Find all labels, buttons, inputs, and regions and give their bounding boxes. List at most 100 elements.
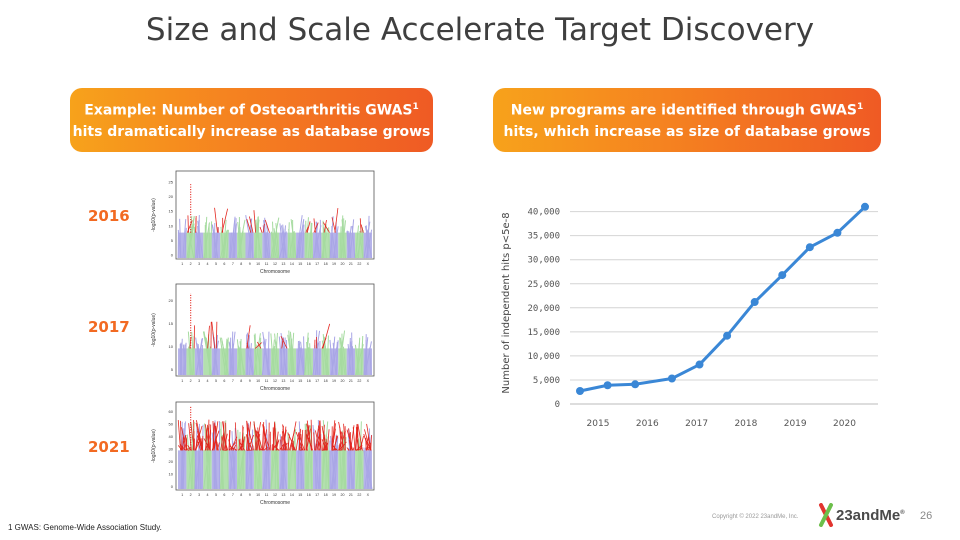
y-tick-label: 0 [171,484,174,489]
chromosome-label: 20 [340,493,344,497]
significant-snp [246,342,249,349]
snp-spike [285,339,288,376]
significant-snp [331,420,336,451]
snp-spike [304,332,309,376]
y-tick-label: 5,000 [533,376,560,386]
chromosome-label: 12 [273,262,277,266]
significant-snp [222,421,225,451]
chromosome-band [321,232,330,258]
significant-snp [232,444,237,451]
significant-snp [183,434,187,451]
snp-spike [314,345,319,376]
significant-snp [293,447,296,451]
slide-title: Size and Scale Accelerate Target Discove… [145,12,815,48]
significant-snp [275,431,279,451]
significant-snp [315,443,318,451]
x-tick-label: 2017 [685,419,708,429]
snp-spike [219,420,227,490]
significant-snp [230,436,238,451]
logo-text: 23andMe [836,506,901,524]
chromosome-label: 4 [207,262,209,266]
significant-snp [279,441,286,451]
significant-snp [313,432,315,451]
chromosome-band [346,348,356,375]
significant-snp [304,430,306,451]
snp-spike [307,345,313,376]
y-tick-label: 20 [169,298,174,303]
snp-spike [228,341,235,376]
data-point [750,298,759,307]
chromosome-label: 18 [324,379,328,383]
snp-spike [369,347,372,376]
significant-snp [214,207,218,233]
y-tick-label: 30 [169,447,174,452]
snp-spike [357,337,361,376]
year-label-2017: 2017 [88,318,130,336]
chromosome-label: 8 [240,493,242,497]
snp-spike [323,336,329,376]
significant-snp [182,437,184,451]
chromosome-label: 5 [215,379,217,383]
snp-spike [219,229,229,259]
chromosome-label: X [367,493,370,497]
significant-snp [204,424,208,451]
y-tick-label: 60 [169,409,174,414]
y-tick-label: 35,000 [527,232,560,242]
significant-snp [343,423,346,451]
snp-spike [266,223,271,259]
snp-spike [229,232,232,259]
snp-spike [193,449,196,490]
significant-snp [306,433,314,451]
copyright: Copyright © 2022 23andMe, Inc. [712,514,799,520]
significant-snp [259,226,263,233]
chromosome-label: 5 [215,262,217,266]
snp-spike [207,449,211,490]
significant-snp [186,448,189,451]
chromosome-label: 7 [232,493,234,497]
significant-snp [253,210,256,233]
significant-snp [234,422,238,451]
snp-spike [321,228,329,259]
significant-snp [305,226,309,233]
year-label-2016: 2016 [88,207,130,225]
x-tick-label: 2020 [833,419,856,429]
y-axis-title: -log10(p-value) [151,313,157,347]
snp-spike [272,232,278,259]
snp-spike [177,229,182,259]
significant-snp [181,427,187,451]
chromosome-label: 13 [281,493,285,497]
chromosome-label: 3 [198,493,200,497]
chromosome-label: 14 [290,262,294,266]
chromosome-label: 12 [273,379,277,383]
significant-snp [177,420,181,451]
chromosome-band [296,450,305,489]
significant-snp [187,215,189,233]
snp-spike [237,230,241,259]
page-number: 26 [920,510,933,522]
chromosome-band [178,348,187,375]
chromosome-label: 10 [256,262,260,266]
snp-spike [196,343,204,376]
x-tick-label: 2018 [734,419,757,429]
snp-spike [253,333,261,376]
chromosome-band [203,348,212,375]
significant-snp [359,435,364,451]
snp-spike [348,337,351,376]
chromosome-label: 10 [256,379,260,383]
chromosome-band [304,232,313,258]
snp-spike [273,332,279,376]
significant-snp [223,433,228,451]
snp-spike [321,421,329,490]
snp-spike [334,437,339,490]
snp-spike [328,227,331,259]
chromosome-label: 14 [290,379,294,383]
significant-snp [188,423,192,451]
significant-snp [254,430,258,451]
snp-spike [246,335,251,376]
chromosome-label: 6 [223,379,225,383]
chromosome-label: 14 [290,493,294,497]
chromosome-label: 13 [281,262,285,266]
snp-spike [364,341,372,376]
